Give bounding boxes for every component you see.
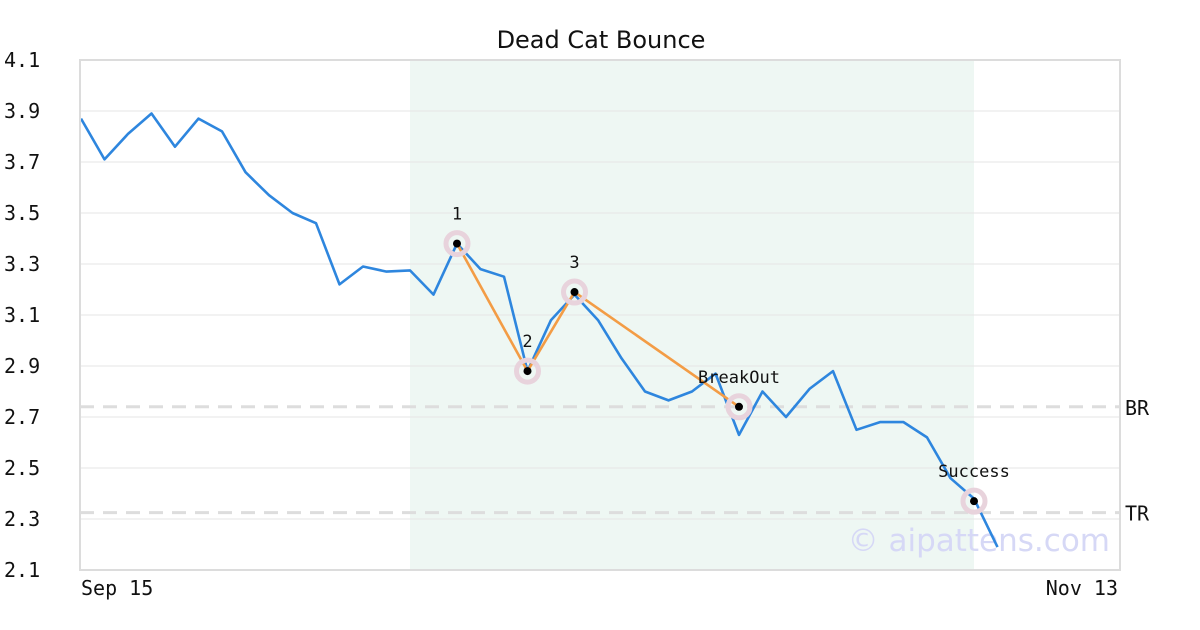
pattern-marker-halo <box>443 230 471 258</box>
pattern-marker-halo <box>514 357 541 385</box>
pattern-marker-halo <box>960 487 988 515</box>
price-line <box>79 112 999 548</box>
level-label: TR <box>1125 502 1150 526</box>
pattern-label: Success <box>938 462 1010 482</box>
gridlines <box>80 110 1120 520</box>
pattern-marker-halo <box>725 393 753 421</box>
level-lines: BR TR <box>80 396 1150 526</box>
y-axis-ticks: 4.1 3.9 3.7 3.5 3.3 3.1 2.9 2.7 2.5 2.3 2.1 <box>4 48 40 582</box>
y-tick-label: 3.7 <box>4 150 40 174</box>
pattern-segment <box>455 242 529 372</box>
y-tick-label: 2.9 <box>4 354 40 378</box>
x-tick-label: Sep 15 <box>81 576 153 600</box>
watermark: © aipattens.com <box>848 523 1110 559</box>
level-label: BR <box>1125 396 1150 420</box>
pattern-marker-halo <box>561 278 588 306</box>
pattern-marker <box>735 402 743 411</box>
y-tick-label: 4.1 <box>4 48 40 72</box>
pattern-label: 1 <box>452 205 462 225</box>
y-tick-label: 2.7 <box>4 405 40 429</box>
pattern-marker <box>453 239 461 248</box>
pattern-marker <box>570 288 579 297</box>
pattern-markers: 1 2 3 BreakOut Success <box>443 205 1010 515</box>
pattern-label: BreakOut <box>698 368 780 388</box>
y-tick-label: 3.3 <box>4 252 40 276</box>
pattern-marker <box>970 497 978 506</box>
pattern-segment <box>526 291 576 372</box>
price-series <box>79 112 999 548</box>
pattern-marker <box>523 367 532 376</box>
pattern-segment <box>573 290 740 408</box>
chart-title: Dead Cat Bounce <box>497 26 706 54</box>
y-tick-label: 3.1 <box>4 303 40 327</box>
pattern-label: 2 <box>522 332 532 352</box>
y-tick-label: 3.9 <box>4 99 40 123</box>
x-tick-label: Nov 13 <box>1046 576 1118 600</box>
plot-frame <box>79 59 1121 571</box>
pattern-label: 3 <box>569 253 579 273</box>
x-axis-ticks: Sep 15 Nov 13 <box>81 576 1118 600</box>
y-tick-label: 2.3 <box>4 507 40 531</box>
y-tick-label: 2.5 <box>4 456 40 480</box>
y-tick-label: 3.5 <box>4 201 40 225</box>
y-tick-label: 2.1 <box>4 558 40 582</box>
pattern-lines <box>455 242 740 408</box>
